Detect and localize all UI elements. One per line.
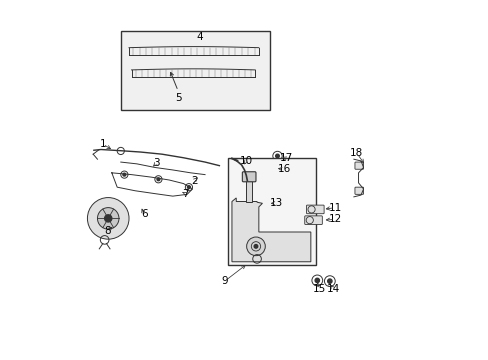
Text: 16: 16 [277, 164, 290, 174]
Text: 6: 6 [141, 209, 147, 219]
Circle shape [314, 278, 319, 283]
Circle shape [254, 244, 257, 248]
FancyBboxPatch shape [242, 172, 255, 182]
Text: 17: 17 [279, 153, 292, 163]
Polygon shape [245, 181, 252, 202]
Text: 13: 13 [269, 198, 282, 208]
Text: 15: 15 [312, 284, 326, 294]
Text: 9: 9 [221, 276, 227, 286]
Text: 10: 10 [239, 156, 252, 166]
Circle shape [246, 237, 265, 256]
FancyBboxPatch shape [354, 162, 363, 169]
FancyBboxPatch shape [304, 216, 322, 225]
Bar [121, 31, 269, 110]
FancyBboxPatch shape [306, 205, 324, 214]
Text: 3: 3 [153, 158, 160, 168]
Circle shape [269, 166, 272, 170]
Circle shape [241, 162, 244, 166]
Text: 11: 11 [328, 203, 341, 213]
Circle shape [97, 208, 119, 229]
Circle shape [157, 178, 160, 181]
Circle shape [187, 186, 190, 189]
Bar [228, 158, 316, 265]
Circle shape [275, 154, 279, 158]
Text: 5: 5 [175, 93, 181, 103]
Circle shape [122, 173, 125, 176]
Text: 14: 14 [326, 284, 339, 294]
Text: 8: 8 [104, 226, 111, 236]
FancyBboxPatch shape [354, 187, 363, 194]
Text: 4: 4 [196, 32, 203, 41]
Text: 12: 12 [328, 215, 341, 224]
Circle shape [104, 215, 112, 222]
Text: 7: 7 [182, 189, 188, 199]
Text: 18: 18 [349, 148, 363, 158]
Text: 1: 1 [100, 139, 106, 149]
Text: 2: 2 [191, 176, 197, 186]
Polygon shape [231, 198, 310, 262]
Circle shape [327, 279, 331, 283]
Circle shape [87, 198, 129, 239]
